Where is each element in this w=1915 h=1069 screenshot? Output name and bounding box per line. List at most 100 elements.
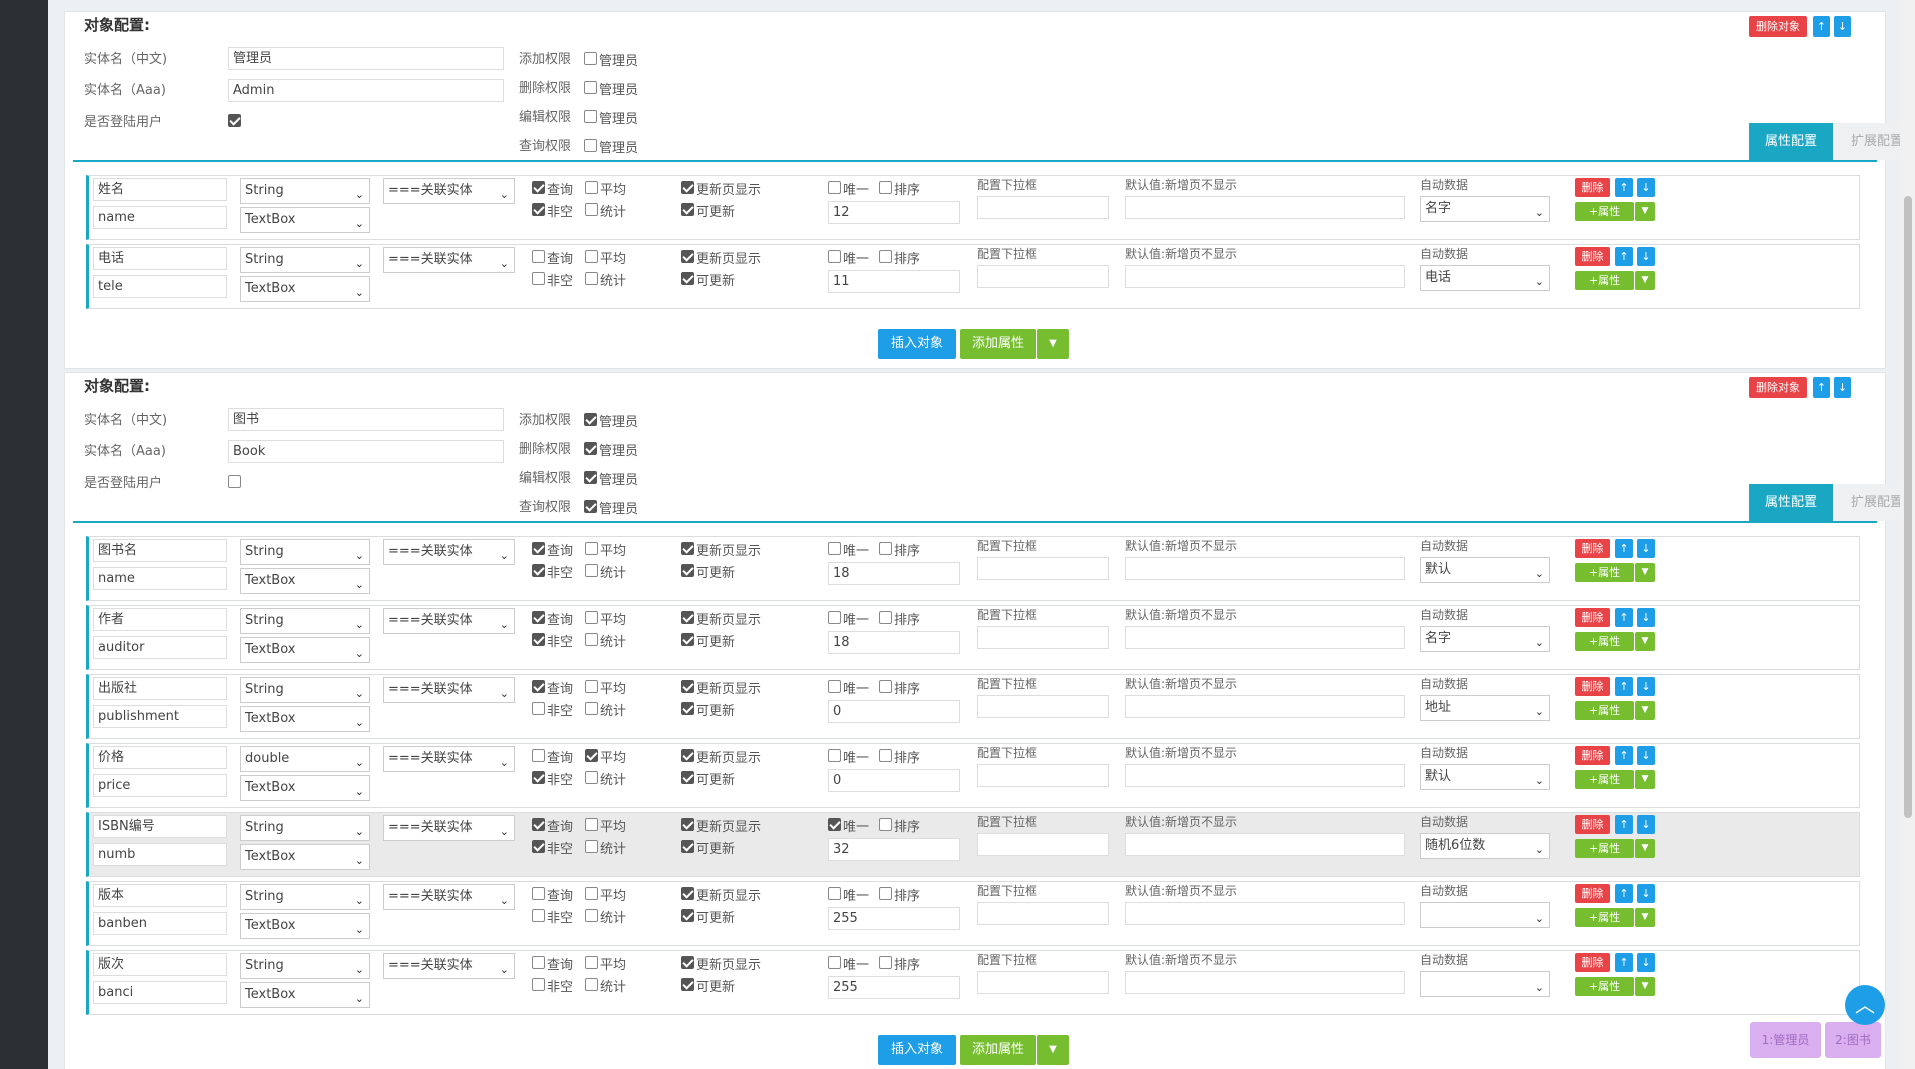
avg-checkbox[interactable] [585, 818, 598, 831]
notnull-checkbox[interactable] [532, 702, 545, 715]
attr-relation-select[interactable]: ===关联实体 ⌄ [383, 953, 515, 979]
delete-attr-button[interactable]: 删除 [1575, 539, 1610, 558]
dropdown-config-input[interactable] [977, 626, 1109, 649]
attr-down-button[interactable]: ↓ [1637, 884, 1655, 903]
attr-relation-select[interactable]: ===关联实体 ⌄ [383, 608, 515, 634]
show-on-update-checkbox[interactable] [681, 680, 694, 693]
attr-length-input[interactable]: 0 [828, 769, 960, 792]
show-on-update-checkbox[interactable] [681, 250, 694, 263]
dropdown-config-input[interactable] [977, 833, 1109, 856]
attr-type-select[interactable]: String ⌄ [240, 608, 370, 634]
permission-role-checkbox[interactable] [584, 139, 597, 152]
attr-type-select[interactable]: double ⌄ [240, 746, 370, 772]
attr-relation-select[interactable]: ===关联实体 ⌄ [383, 539, 515, 565]
attr-up-button[interactable]: ↑ [1615, 953, 1633, 972]
delete-attr-button[interactable]: 删除 [1575, 884, 1610, 903]
add-attr-caret-button[interactable]: ▼ [1635, 839, 1655, 858]
updatable-checkbox[interactable] [681, 272, 694, 285]
tab-extended-config[interactable]: 扩展配置 [1835, 484, 1900, 521]
attr-length-input[interactable]: 11 [828, 270, 960, 293]
stat-checkbox[interactable] [585, 272, 598, 285]
add-attribute-caret-button[interactable]: ▼ [1037, 1035, 1069, 1065]
dropdown-config-input[interactable] [977, 196, 1109, 219]
permission-role-checkbox[interactable] [584, 442, 597, 455]
attr-down-button[interactable]: ↓ [1637, 539, 1655, 558]
attr-type-select[interactable]: String ⌄ [240, 815, 370, 841]
sort-checkbox[interactable] [879, 611, 892, 624]
default-value-input[interactable] [1125, 695, 1405, 718]
delete-attr-button[interactable]: 删除 [1575, 746, 1610, 765]
attr-up-button[interactable]: ↑ [1615, 815, 1633, 834]
attr-type-select[interactable]: String ⌄ [240, 884, 370, 910]
move-object-down-button[interactable]: ↓ [1834, 377, 1851, 398]
updatable-checkbox[interactable] [681, 564, 694, 577]
unique-checkbox[interactable] [828, 749, 841, 762]
avg-checkbox[interactable] [585, 611, 598, 624]
delete-attr-button[interactable]: 删除 [1575, 247, 1610, 266]
add-attribute-caret-button[interactable]: ▼ [1037, 329, 1069, 359]
attr-en-input[interactable]: auditor [93, 636, 227, 659]
delete-attr-button[interactable]: 删除 [1575, 677, 1610, 696]
auto-data-select[interactable]: ⌄ [1420, 971, 1550, 997]
sort-checkbox[interactable] [879, 956, 892, 969]
permission-role-checkbox[interactable] [584, 52, 597, 65]
attr-relation-select[interactable]: ===关联实体 ⌄ [383, 247, 515, 273]
updatable-checkbox[interactable] [681, 633, 694, 646]
default-value-input[interactable] [1125, 764, 1405, 787]
dropdown-config-input[interactable] [977, 902, 1109, 925]
add-attr-caret-button[interactable]: ▼ [1635, 202, 1655, 221]
attr-relation-select[interactable]: ===关联实体 ⌄ [383, 815, 515, 841]
notnull-checkbox[interactable] [532, 272, 545, 285]
attr-down-button[interactable]: ↓ [1637, 953, 1655, 972]
dropdown-config-input[interactable] [977, 557, 1109, 580]
stat-checkbox[interactable] [585, 564, 598, 577]
auto-data-select[interactable]: 默认 ⌄ [1420, 764, 1550, 790]
add-attr-button[interactable]: +属性 [1575, 271, 1634, 290]
avg-checkbox[interactable] [585, 749, 598, 762]
attr-control-select[interactable]: TextBox ⌄ [240, 706, 370, 732]
default-value-input[interactable] [1125, 196, 1405, 219]
delete-attr-button[interactable]: 删除 [1575, 608, 1610, 627]
login-user-checkbox[interactable] [228, 475, 241, 488]
avg-checkbox[interactable] [585, 250, 598, 263]
add-attr-button[interactable]: +属性 [1575, 908, 1634, 927]
nav-object-1[interactable]: 1:管理员 [1750, 1022, 1821, 1058]
attr-length-input[interactable]: 18 [828, 631, 960, 654]
attr-control-select[interactable]: TextBox ⌄ [240, 844, 370, 870]
attr-length-input[interactable]: 12 [828, 201, 960, 224]
updatable-checkbox[interactable] [681, 203, 694, 216]
attr-down-button[interactable]: ↓ [1637, 815, 1655, 834]
show-on-update-checkbox[interactable] [681, 181, 694, 194]
dropdown-config-input[interactable] [977, 971, 1109, 994]
attr-relation-select[interactable]: ===关联实体 ⌄ [383, 178, 515, 204]
add-attr-caret-button[interactable]: ▼ [1635, 770, 1655, 789]
permission-role-checkbox[interactable] [584, 500, 597, 513]
default-value-input[interactable] [1125, 626, 1405, 649]
attr-cn-input[interactable]: 电话 [93, 247, 227, 270]
page-scrollbar[interactable] [1900, 0, 1915, 1069]
show-on-update-checkbox[interactable] [681, 749, 694, 762]
attr-type-select[interactable]: String ⌄ [240, 953, 370, 979]
notnull-checkbox[interactable] [532, 564, 545, 577]
add-attr-caret-button[interactable]: ▼ [1635, 632, 1655, 651]
delete-attr-button[interactable]: 删除 [1575, 815, 1610, 834]
auto-data-select[interactable]: ⌄ [1420, 902, 1550, 928]
attr-cn-input[interactable]: 图书名 [93, 539, 227, 562]
add-attr-button[interactable]: +属性 [1575, 202, 1634, 221]
attr-type-select[interactable]: String ⌄ [240, 677, 370, 703]
sort-checkbox[interactable] [879, 542, 892, 555]
attr-type-select[interactable]: String ⌄ [240, 539, 370, 565]
sort-checkbox[interactable] [879, 181, 892, 194]
permission-role-checkbox[interactable] [584, 413, 597, 426]
attr-en-input[interactable]: publishment [93, 705, 227, 728]
insert-object-button[interactable]: 插入对象 [878, 329, 956, 359]
attr-length-input[interactable]: 18 [828, 562, 960, 585]
add-attr-button[interactable]: +属性 [1575, 632, 1634, 651]
attr-en-input[interactable]: banci [93, 981, 227, 1004]
attr-relation-select[interactable]: ===关联实体 ⌄ [383, 677, 515, 703]
avg-checkbox[interactable] [585, 680, 598, 693]
entity-en-input[interactable]: Book [228, 440, 504, 463]
sort-checkbox[interactable] [879, 749, 892, 762]
default-value-input[interactable] [1125, 557, 1405, 580]
attr-up-button[interactable]: ↑ [1615, 677, 1633, 696]
